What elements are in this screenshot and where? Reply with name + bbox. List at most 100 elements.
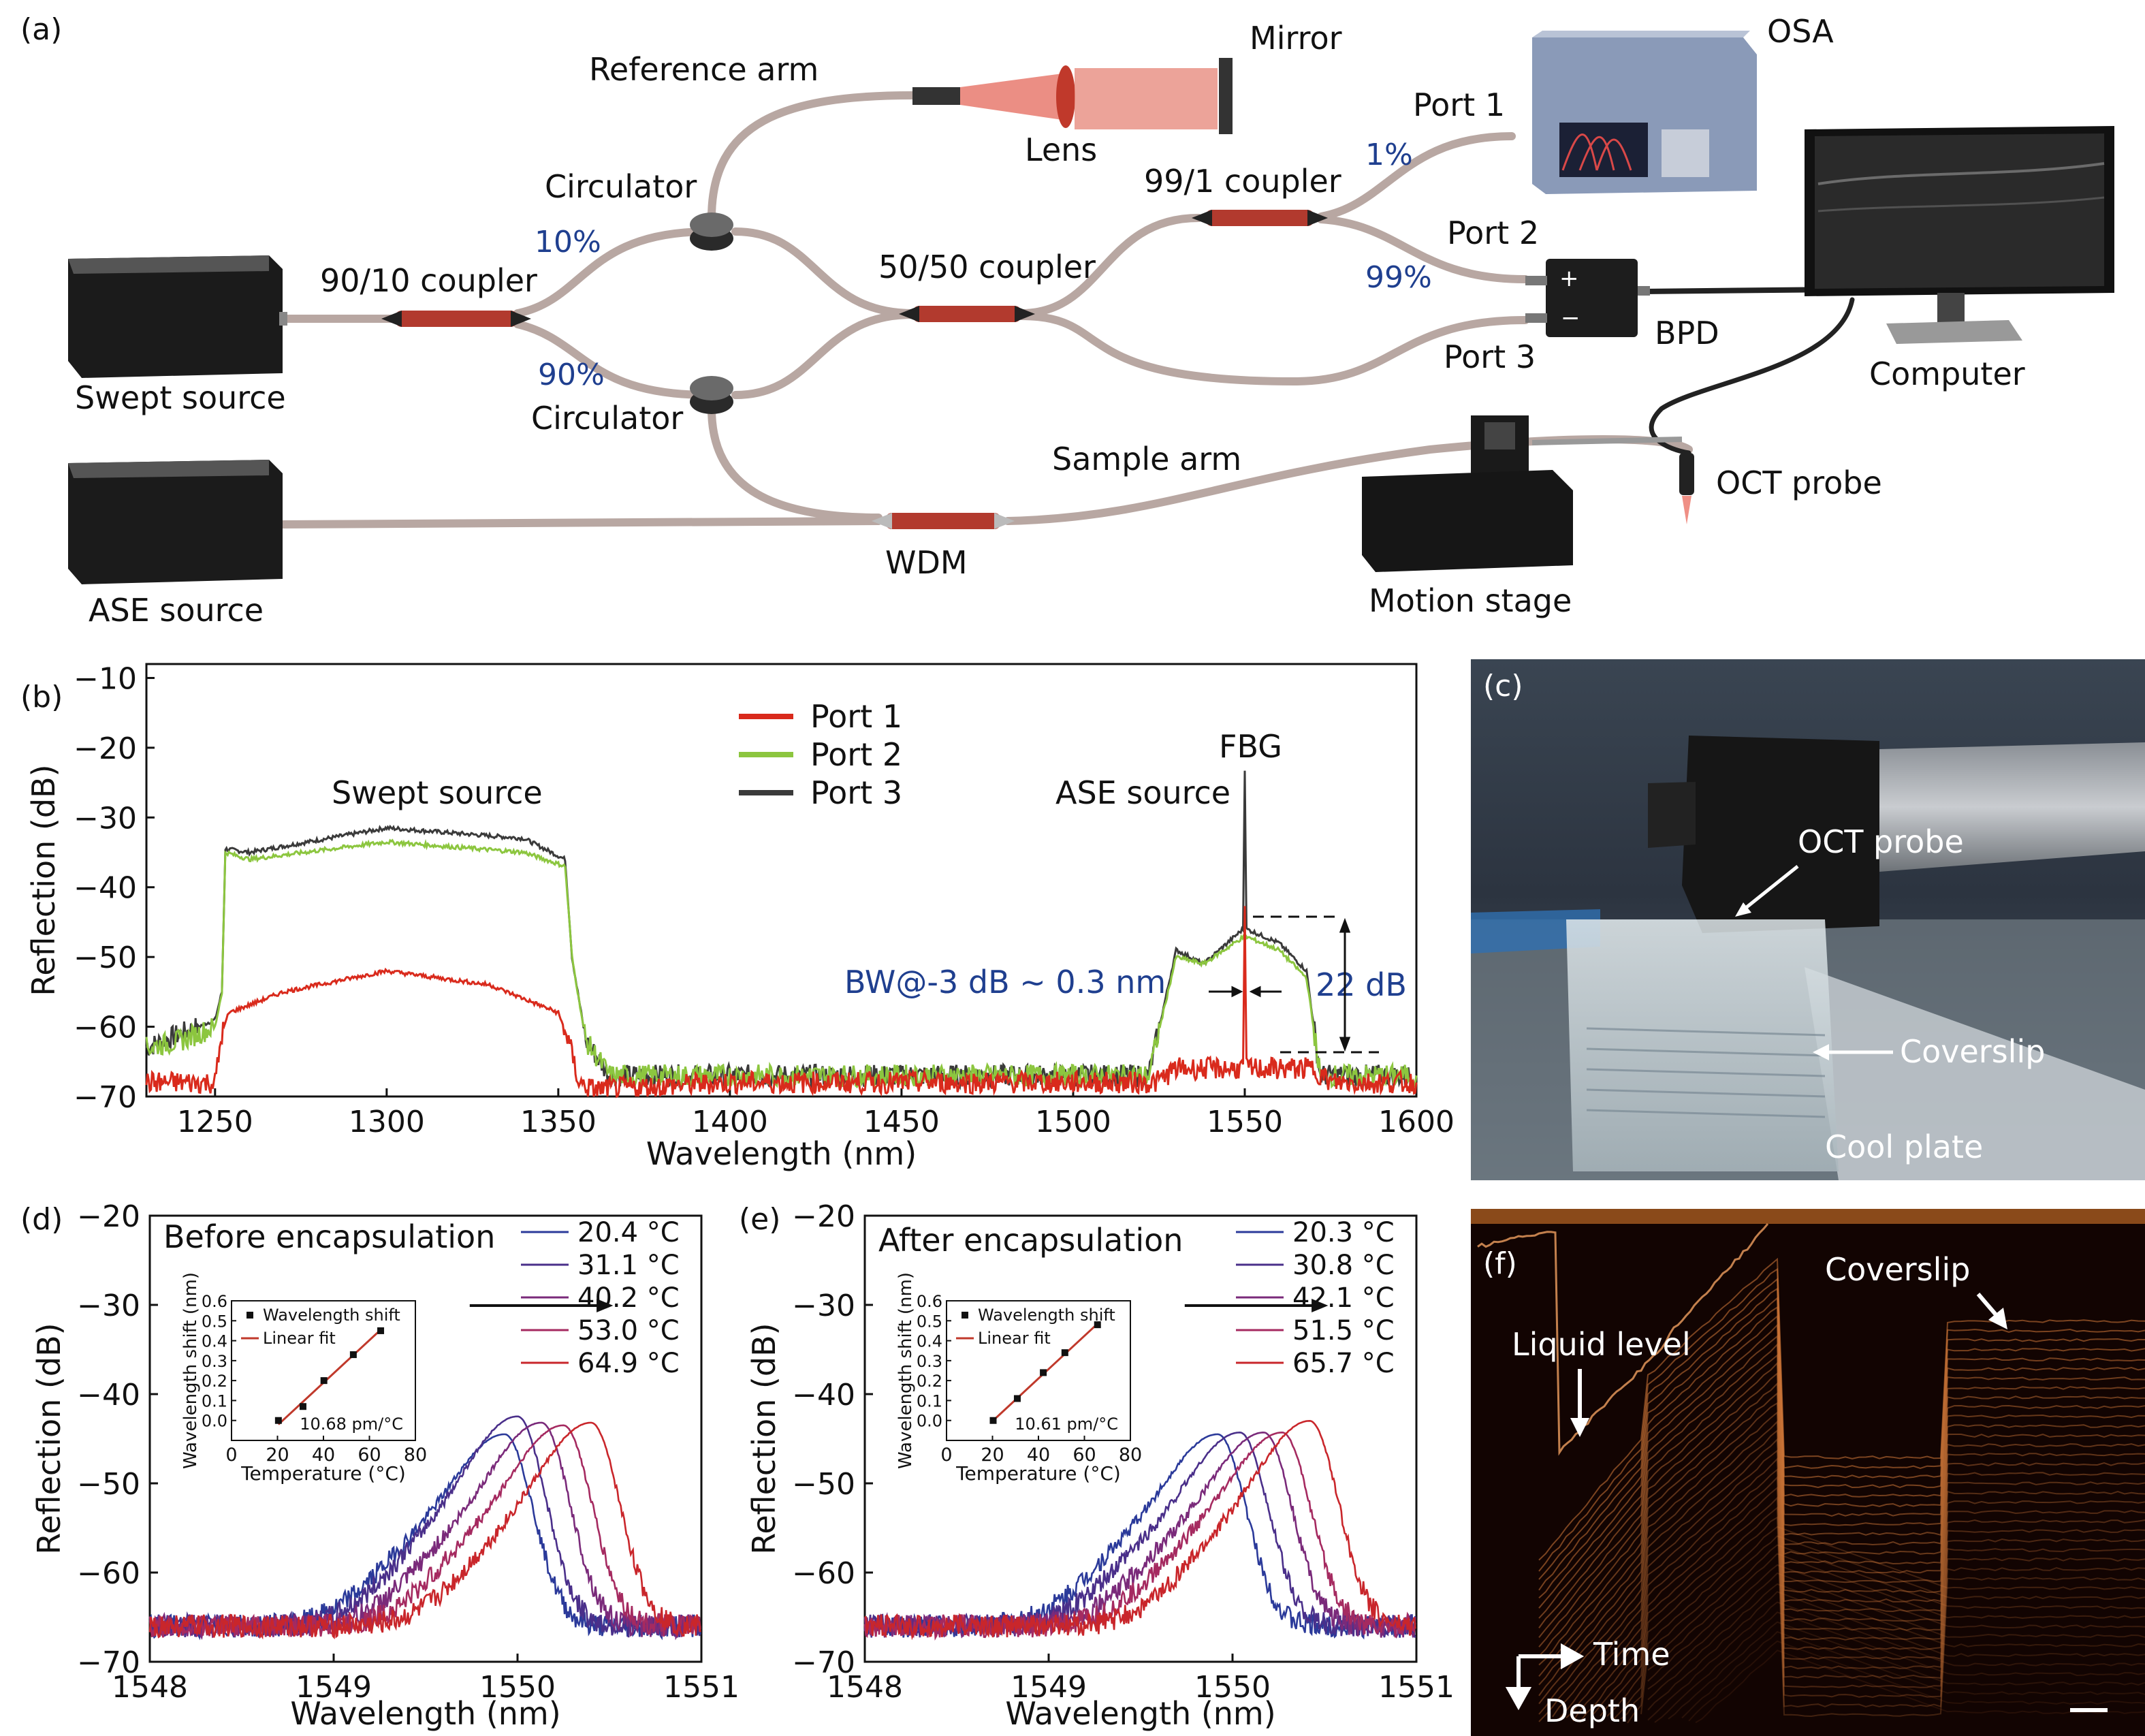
motion-stage-device — [1362, 415, 1683, 572]
inset-point — [1094, 1321, 1101, 1329]
ase-source-device — [68, 460, 283, 584]
oct-probe-icon — [1679, 453, 1694, 524]
bpd-label: BPD — [1655, 315, 1719, 351]
reference-arm-optics — [912, 58, 1233, 134]
circulator-top-label: Circulator — [545, 168, 697, 205]
chart-b: 1250 1300 1350 1400 1450 1500 1550 1600 −70 −60 −5… — [25, 661, 1455, 1172]
inset-legend-label: Wavelength shift — [263, 1306, 400, 1325]
fiber-circbot-to-wdm — [708, 405, 883, 522]
inset-y-tick-label: 0.1 — [917, 1391, 942, 1410]
oct-coverslip-label: Coverslip — [1825, 1251, 1970, 1288]
oct-reflection-line — [1538, 1361, 2145, 1666]
inset-x-tick-label: 60 — [1072, 1445, 1096, 1466]
oct-reflection-line — [1538, 1335, 2145, 1639]
coupler-99-1-icon — [1192, 210, 1328, 226]
oct-reflection-line — [1559, 1438, 2145, 1719]
x-tick-label: 1551 — [1378, 1670, 1455, 1705]
panel-e-tag: (e) — [739, 1202, 780, 1237]
fbg-annotation: FBG — [1219, 728, 1282, 765]
inset-x-tick-label: 20 — [266, 1445, 289, 1466]
x-axis-label: Wavelength (nm) — [290, 1695, 560, 1732]
inset-point — [299, 1403, 306, 1410]
scale-bar — [2070, 1708, 2108, 1712]
panel-c-tag: (c) — [1483, 669, 1523, 704]
panel-e: (e) 1548 1549 1550 1551 −70 −60 −50 −40 −30 −20 Wa… — [739, 1199, 1455, 1732]
oct-reflection-line — [1538, 1323, 2145, 1628]
y-tick-label: −10 — [74, 661, 137, 696]
inset-y-tick-label: 0.0 — [202, 1412, 227, 1431]
x-axis-label: Wavelength (nm) — [646, 1135, 917, 1172]
coupler-90-10-label: 90/10 coupler — [320, 262, 537, 299]
coupler-99-1-label: 99/1 coupler — [1144, 163, 1341, 200]
y-tick-label: −40 — [77, 1378, 140, 1413]
oct-reflection-line — [1627, 1526, 2145, 1724]
inset-legend-label: Linear fit — [263, 1329, 336, 1348]
inset-y-tick-label: 0.6 — [202, 1292, 227, 1311]
legend-label: 42.1 °C — [1292, 1282, 1395, 1314]
y-tick-label: −40 — [792, 1378, 855, 1413]
x-tick-label: 1350 — [520, 1105, 597, 1139]
y-tick-label: −20 — [77, 1199, 140, 1234]
lens-icon — [1056, 65, 1075, 128]
legend-label: 31.1 °C — [577, 1250, 680, 1281]
oct-reflection-line — [1572, 1457, 2145, 1722]
x-tick-label: 1600 — [1378, 1105, 1455, 1139]
y-tick-label: −70 — [792, 1645, 855, 1680]
inset-x-tick-label: 40 — [312, 1445, 335, 1466]
inset-frame — [231, 1300, 416, 1441]
oct-reflection-line — [1647, 1591, 2145, 1711]
legend-label: 51.5 °C — [1292, 1315, 1395, 1346]
oct-reflection-line — [1647, 1601, 2145, 1721]
x-tick-label: 1450 — [863, 1105, 940, 1139]
inset-legend-label: Linear fit — [978, 1329, 1051, 1348]
y-tick-label: −30 — [77, 1289, 140, 1323]
series-line — [863, 1431, 1416, 1639]
panel-b-tag: (b) — [20, 680, 63, 714]
split-90-label: 90% — [538, 358, 605, 392]
ase-source-label: ASE source — [89, 592, 264, 629]
legend-label: 65.7 °C — [1292, 1348, 1395, 1379]
coupler-90-10-icon — [381, 311, 531, 327]
oct-reflection-line — [1538, 1391, 2145, 1696]
y-tick-label: −60 — [792, 1556, 855, 1591]
panel-f-tag: (f) — [1483, 1246, 1517, 1281]
oct-reflection-line — [1593, 1476, 2145, 1715]
inset-x-tick-label: 20 — [981, 1445, 1004, 1466]
inset-y-axis-label: Wavelength shift (nm) — [180, 1272, 201, 1469]
oct-image — [1471, 1209, 2145, 1736]
legend-label: 20.3 °C — [1292, 1217, 1395, 1248]
photo-probe-holder — [1682, 736, 1879, 933]
y-tick-label: −70 — [74, 1080, 137, 1115]
x-tick-label: 1400 — [692, 1105, 768, 1139]
mirror-label: Mirror — [1250, 20, 1342, 57]
y-tick-label: −20 — [792, 1199, 855, 1234]
inset-point — [320, 1377, 328, 1385]
series-line-port-1 — [145, 906, 1418, 1099]
y-axis-label: Reflection (dB) — [746, 1323, 782, 1554]
y-tick-label: −30 — [792, 1289, 855, 1323]
oct-reflection-line — [1538, 1297, 2145, 1598]
oct-probe-label: OCT probe — [1716, 464, 1882, 501]
oct-reflection-line — [1620, 1516, 2145, 1720]
wdm-label: WDM — [885, 544, 968, 581]
panel-d-tag: (d) — [20, 1202, 63, 1237]
oct-reflection-line — [1600, 1486, 2145, 1717]
fiber-circbot-to-5050 — [731, 311, 917, 399]
ase-source-annotation: ASE source — [1055, 774, 1230, 811]
oct-reflection-line — [1538, 1402, 2145, 1705]
coupler-50-50-label: 50/50 coupler — [878, 249, 1096, 285]
oct-reflection-line — [1538, 1306, 2145, 1609]
oct-reflection-line — [1538, 1353, 2145, 1657]
y-tick-label: −60 — [77, 1556, 140, 1591]
x-tick-label: 1551 — [663, 1670, 740, 1705]
oct-time-label: Time — [1593, 1636, 1670, 1673]
photo-coverslip-label: Coverslip — [1900, 1033, 2045, 1070]
y-tick-label: −50 — [74, 941, 137, 975]
x-tick-label: 1549 — [1011, 1670, 1087, 1705]
oct-reflection-line — [1695, 1650, 2145, 1724]
inset-point — [377, 1327, 385, 1334]
oct-reflection-line — [1538, 1267, 2145, 1572]
chart-e: 1548 1549 1550 1551 −70 −60 −50 −40 −30 −20 Wavele… — [746, 1199, 1455, 1732]
inset-x-axis-label: Temperature (°C) — [240, 1462, 406, 1485]
fiber-5050-to-port3 — [1017, 312, 1529, 386]
